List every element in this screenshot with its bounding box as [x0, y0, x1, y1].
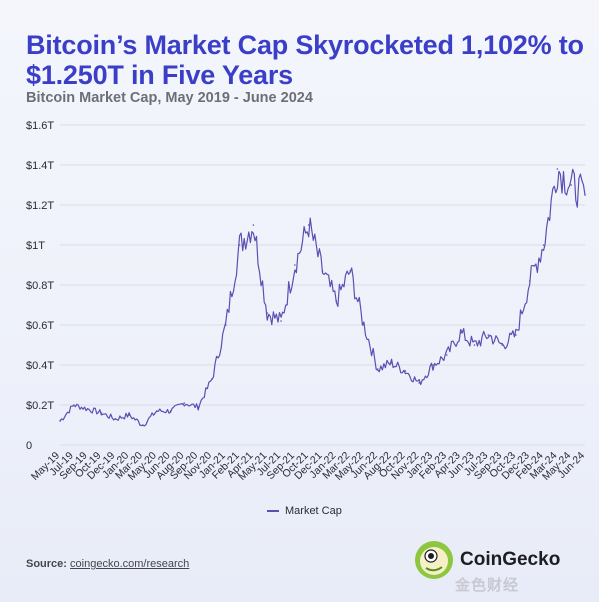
data-point	[197, 406, 199, 408]
data-point	[252, 224, 255, 226]
data-point	[59, 420, 61, 422]
data-point	[155, 410, 158, 412]
data-point	[418, 382, 421, 384]
data-point	[376, 368, 379, 370]
data-point	[266, 312, 269, 314]
data-point	[556, 168, 559, 170]
y-tick-label: $1T	[26, 240, 45, 252]
data-point	[542, 244, 545, 246]
data-point	[515, 334, 517, 336]
y-tick-label: $0.8T	[26, 280, 54, 292]
brand-name: CoinGecko	[460, 549, 561, 570]
chart-subtitle: Bitcoin Market Cap, May 2019 - June 2024	[26, 90, 313, 106]
data-point	[73, 404, 75, 406]
y-tick-label: $1.2T	[26, 200, 54, 212]
legend-swatch	[267, 510, 279, 512]
y-tick-label: $1.6T	[26, 120, 54, 132]
data-point	[114, 418, 117, 420]
data-point	[294, 264, 296, 266]
series-line-market-cap	[59, 168, 586, 427]
y-tick-label: $0.2T	[26, 400, 54, 412]
data-point	[238, 244, 241, 246]
data-point	[169, 410, 172, 412]
data-point	[584, 194, 586, 196]
data-point	[363, 324, 365, 326]
data-point	[307, 224, 310, 226]
data-point	[280, 320, 282, 322]
data-point	[487, 334, 490, 336]
data-point	[183, 402, 186, 404]
data-point	[570, 184, 572, 186]
y-tick-label: $0.4T	[26, 360, 54, 372]
data-point	[142, 424, 144, 426]
data-point	[211, 378, 213, 380]
data-point	[473, 344, 476, 346]
y-tick-label: 0	[26, 440, 32, 452]
data-point	[224, 324, 227, 326]
data-point	[349, 270, 351, 272]
data-point	[128, 414, 130, 416]
source-link[interactable]: coingecko.com/research	[70, 558, 190, 570]
data-point	[432, 364, 434, 366]
y-tick-label: $1.4T	[26, 160, 54, 172]
data-point	[335, 300, 338, 302]
data-point	[390, 362, 393, 364]
legend-label: Market Cap	[285, 505, 342, 517]
source-note: Source: coingecko.com/research	[26, 558, 189, 570]
y-axis-ticks: 0 $0.2T $0.4T $0.6T $0.8T $1T $1.2T $1.4T $1.6T	[26, 120, 54, 452]
data-point	[446, 354, 448, 356]
data-point	[528, 280, 531, 282]
data-point	[501, 344, 503, 346]
series-layer	[59, 168, 586, 427]
grid-lines	[60, 124, 585, 446]
chart-title: Bitcoin’s Market Cap Skyrocketed 1,102% …	[26, 30, 584, 90]
data-point	[321, 270, 324, 272]
data-point	[86, 408, 89, 410]
coingecko-logo: CoinGecko	[414, 540, 560, 580]
x-axis-ticks: May-19Jul-19Sep-19Oct-19Dec-19Jan-20Mar-…	[29, 450, 587, 483]
data-point	[404, 370, 407, 372]
y-tick-label: $0.6T	[26, 320, 54, 332]
data-point	[459, 332, 462, 334]
gecko-logo-icon	[415, 541, 453, 579]
source-label: Source:	[26, 558, 67, 570]
watermark-text: 金色财经	[455, 577, 520, 594]
data-point	[100, 412, 103, 414]
chart-legend: Market Cap	[267, 505, 342, 517]
